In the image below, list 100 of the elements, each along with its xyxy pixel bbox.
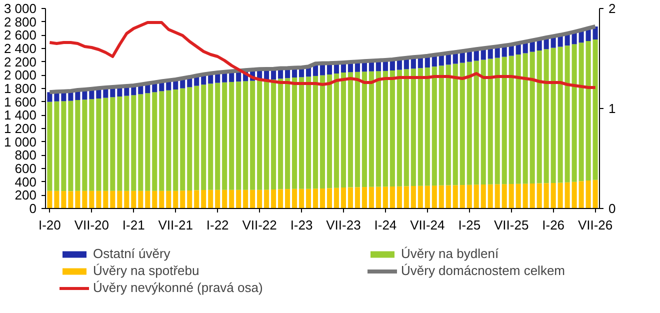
bar <box>117 190 122 208</box>
bar <box>334 188 340 208</box>
bar <box>312 76 318 189</box>
bar <box>103 98 108 191</box>
bar <box>298 77 304 189</box>
bar <box>494 184 500 208</box>
bar <box>201 84 206 190</box>
y2-tick-label: 1 <box>608 101 616 116</box>
bar <box>340 188 346 208</box>
y-tick-label: 400 <box>14 174 37 190</box>
bar <box>516 184 521 208</box>
bar <box>110 190 116 208</box>
bar <box>285 189 290 208</box>
bar <box>264 190 270 208</box>
bar <box>187 190 192 208</box>
bar <box>89 190 94 208</box>
bar <box>292 78 298 189</box>
bar <box>208 84 214 190</box>
bar <box>572 182 577 208</box>
bar <box>292 188 298 208</box>
bar <box>452 185 458 208</box>
y-tick-label: 1 400 <box>4 108 37 123</box>
bar <box>334 74 340 188</box>
bar <box>61 101 66 192</box>
bar <box>271 190 276 208</box>
bar <box>564 46 570 182</box>
bar <box>382 186 388 208</box>
bar <box>390 70 395 186</box>
bar <box>124 190 130 208</box>
x-tick-label: I-26 <box>542 218 565 232</box>
bar <box>382 70 388 187</box>
bar <box>432 186 437 208</box>
bar <box>586 180 591 208</box>
bar <box>530 52 535 184</box>
legend-label: Úvěry na bydlení <box>401 246 500 261</box>
bar <box>368 186 374 208</box>
bar <box>222 190 228 208</box>
bar <box>152 190 158 208</box>
x-tick-label: VII-25 <box>494 218 529 232</box>
bar <box>145 190 150 208</box>
y-tick-label: 600 <box>14 161 37 176</box>
bar <box>320 188 326 208</box>
bar <box>124 96 130 191</box>
bar <box>138 94 144 191</box>
legend-label: Úvěry na spotřebu <box>93 263 200 278</box>
bar <box>103 190 108 208</box>
bar <box>159 190 164 208</box>
bar <box>194 86 200 190</box>
bar <box>424 186 430 208</box>
bar <box>572 44 577 182</box>
bar <box>89 99 94 191</box>
bar <box>446 185 451 208</box>
bar <box>592 26 598 40</box>
bar <box>558 182 563 208</box>
bar <box>236 82 242 190</box>
bar <box>326 74 332 188</box>
bar <box>187 87 192 190</box>
x-tick-label: I-25 <box>458 218 481 232</box>
bar <box>54 101 60 191</box>
bar <box>438 66 444 186</box>
y-tick-label: 2 000 <box>4 68 37 83</box>
bar <box>564 182 570 208</box>
y-tick-label: 2 600 <box>4 28 37 43</box>
bar <box>508 184 514 208</box>
bar <box>180 88 186 191</box>
bar <box>578 42 584 182</box>
x-tick-label: VII-22 <box>242 218 277 232</box>
bar <box>488 184 493 208</box>
bar <box>201 190 206 208</box>
bar <box>180 190 186 208</box>
bar <box>480 184 486 208</box>
bar <box>47 102 52 191</box>
bar <box>474 184 479 208</box>
bar <box>508 56 514 184</box>
bar <box>432 66 437 186</box>
bar <box>474 60 479 185</box>
bar <box>152 92 158 191</box>
x-tick-label: I-22 <box>206 218 229 232</box>
bar <box>362 187 367 208</box>
bar <box>250 80 256 190</box>
bar <box>166 190 172 208</box>
x-tick-label: I-23 <box>290 218 313 232</box>
y-tick-label: 1 600 <box>4 94 37 110</box>
legend-label: Úvěry nevýkonné (pravá osa) <box>93 280 264 295</box>
x-tick-label: I-24 <box>374 218 397 232</box>
bar <box>222 82 228 190</box>
bar <box>438 185 444 208</box>
bar <box>138 190 144 208</box>
bar <box>390 186 395 208</box>
bar <box>466 184 472 208</box>
bar <box>502 56 507 184</box>
bar <box>312 188 318 208</box>
x-tick-label: VII-23 <box>326 218 361 232</box>
bar <box>480 60 486 184</box>
bar <box>354 72 360 188</box>
bar <box>96 190 102 208</box>
y2-tick-label: 2 <box>608 1 616 16</box>
bar <box>215 82 220 190</box>
bar <box>131 95 136 191</box>
bar <box>348 187 353 208</box>
